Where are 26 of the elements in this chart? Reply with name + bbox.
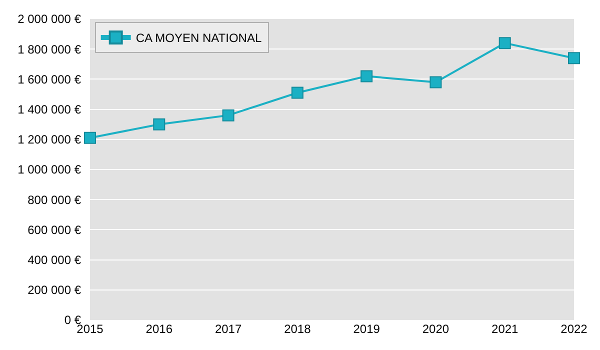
x-tick-label: 2017 xyxy=(214,322,242,336)
point xyxy=(360,70,373,82)
point xyxy=(84,132,96,144)
y-tick-label: 1 400 000 € xyxy=(18,102,82,116)
x-tick-label: 2021 xyxy=(492,322,519,336)
y-tick-label: 800 000 € xyxy=(28,192,82,207)
point xyxy=(498,37,511,50)
x-tick-label: 2020 xyxy=(422,322,450,336)
point xyxy=(153,118,166,130)
point xyxy=(568,52,580,64)
y-tick-label: 1 200 000 € xyxy=(18,132,82,147)
y-tick-label: 200 000 € xyxy=(28,283,82,298)
x-tick-label: 2022 xyxy=(560,322,588,336)
y-tick-label: 2 000 000 € xyxy=(18,12,82,26)
x-tick-label: 2019 xyxy=(353,322,380,336)
legend-label: CA MOYEN NATIONAL xyxy=(136,31,262,46)
y-tick-label: 400 000 € xyxy=(28,253,82,267)
y-tick-label: 1 000 000 € xyxy=(18,162,82,177)
point xyxy=(222,109,234,122)
point xyxy=(430,76,442,88)
x-tick-label: 2016 xyxy=(146,322,173,336)
point xyxy=(291,86,304,99)
y-tick-label: 1 800 000 € xyxy=(18,42,82,56)
y-tick-label: 1 600 000 € xyxy=(18,72,82,86)
x-tick-label: 2018 xyxy=(284,322,312,336)
y-tick-label: 600 000 € xyxy=(28,222,82,237)
